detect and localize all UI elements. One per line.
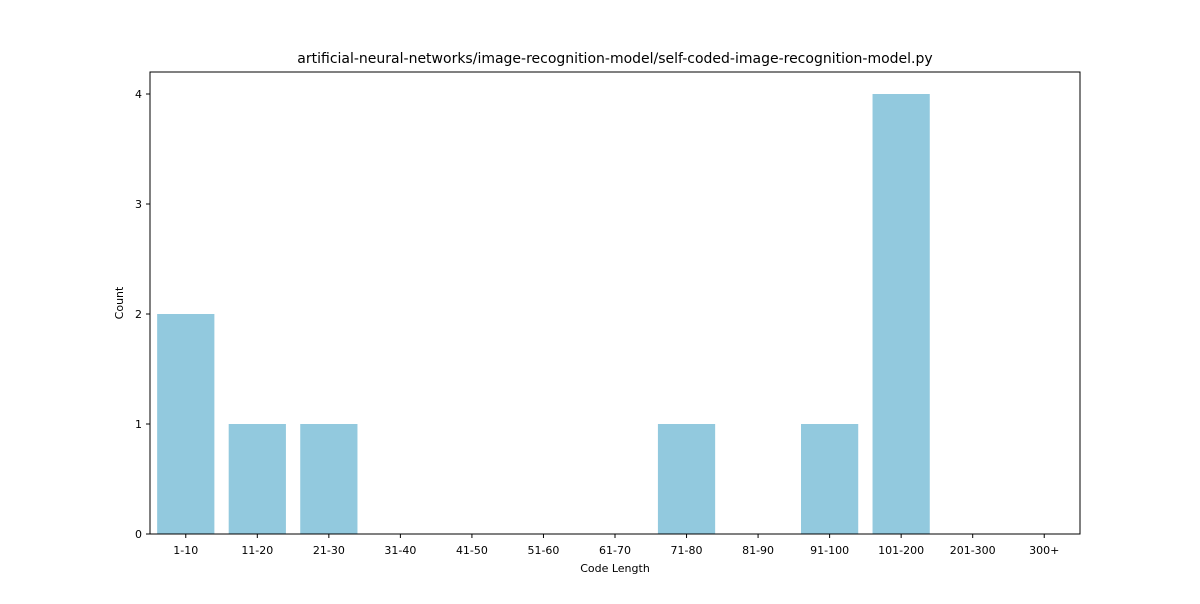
x-axis-label: Code Length	[580, 562, 650, 575]
x-tick-label: 71-80	[671, 544, 703, 557]
x-tick-label: 51-60	[527, 544, 559, 557]
y-axis-ticks: 0 1 2 3 4	[135, 88, 150, 541]
x-tick-label: 300+	[1029, 544, 1059, 557]
plot-area-frame	[149, 71, 1081, 535]
bar-101-200	[872, 94, 930, 534]
y-tick-label: 3	[135, 198, 142, 211]
x-axis-ticks: 1-10 11-20 21-30 31-40 41-50 51-60 61-70 71-80 8…	[173, 534, 1059, 557]
bar-71-80	[657, 424, 716, 534]
x-tick-label: 201-300	[950, 544, 996, 557]
bar-11-20	[228, 424, 286, 534]
x-tick-label: 11-20	[241, 544, 273, 557]
bar-1-10	[157, 314, 215, 534]
y-axis-label: Count	[113, 286, 126, 319]
x-tick-label: 81-90	[742, 544, 774, 557]
chart-title: artificial-neural-networks/image-recogni…	[297, 51, 932, 67]
x-tick-label: 31-40	[384, 544, 416, 557]
x-tick-label: 61-70	[599, 544, 631, 557]
bar-21-30	[300, 424, 358, 534]
y-tick-label: 2	[135, 308, 142, 321]
y-tick-label: 0	[135, 528, 142, 541]
x-tick-label: 101-200	[878, 544, 924, 557]
x-tick-label: 91-100	[810, 544, 849, 557]
x-tick-label: 41-50	[456, 544, 488, 557]
bar-91-100	[801, 424, 859, 534]
x-tick-label: 1-10	[173, 544, 198, 557]
bars-group	[157, 94, 930, 534]
y-tick-label: 1	[135, 418, 142, 431]
x-tick-label: 21-30	[313, 544, 345, 557]
y-tick-label: 4	[135, 88, 142, 101]
